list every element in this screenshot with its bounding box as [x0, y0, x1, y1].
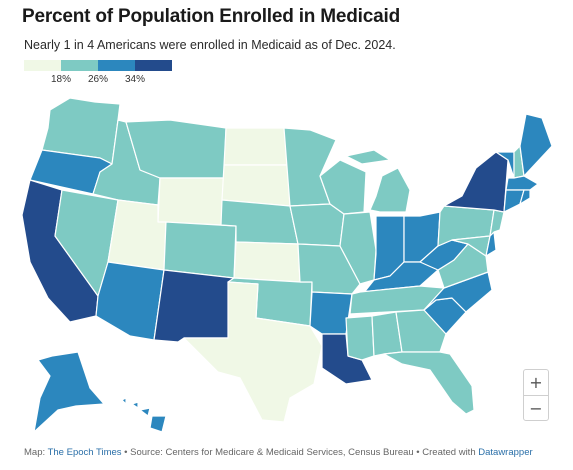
- page-title: Percent of Population Enrolled in Medica…: [22, 6, 400, 27]
- datawrapper-link[interactable]: Datawrapper: [478, 447, 533, 458]
- footer-map-prefix: Map:: [24, 447, 46, 458]
- state-sd[interactable]: [221, 164, 291, 207]
- state-ia[interactable]: [289, 203, 345, 247]
- legend-tick-18: 18%: [50, 74, 72, 85]
- state-me[interactable]: [519, 113, 553, 177]
- state-fl[interactable]: [383, 351, 475, 415]
- legend-tick-34: 34%: [124, 74, 146, 85]
- state-mi[interactable]: [345, 149, 411, 213]
- legend-swatch-2: [61, 60, 98, 71]
- state-ut[interactable]: [107, 199, 167, 271]
- legend-bar: [24, 60, 172, 71]
- state-tx[interactable]: [183, 281, 323, 423]
- state-ri[interactable]: [519, 189, 531, 205]
- state-ny[interactable]: [443, 151, 509, 213]
- zoom-out-button[interactable]: −: [524, 396, 548, 421]
- state-wy[interactable]: [157, 177, 225, 226]
- state-az[interactable]: [95, 261, 165, 341]
- legend-tick-26: 26%: [87, 74, 109, 85]
- legend-swatch-1: [24, 60, 61, 71]
- state-la[interactable]: [321, 333, 373, 385]
- state-hi[interactable]: [121, 397, 167, 433]
- zoom-in-button[interactable]: +: [524, 370, 548, 395]
- state-ak[interactable]: [33, 351, 105, 433]
- epoch-times-link[interactable]: The Epoch Times: [47, 447, 122, 458]
- map-subtitle: Nearly 1 in 4 Americans were enrolled in…: [24, 38, 396, 52]
- state-ky[interactable]: [359, 257, 439, 293]
- zoom-controls: + −: [523, 369, 549, 421]
- legend-swatch-3: [98, 60, 135, 71]
- state-ma[interactable]: [505, 175, 539, 191]
- state-co[interactable]: [163, 221, 237, 279]
- color-legend: 18% 26% 34%: [24, 60, 172, 90]
- state-nd[interactable]: [223, 127, 289, 166]
- state-ms[interactable]: [345, 315, 375, 361]
- state-ar[interactable]: [309, 291, 353, 335]
- zoom-divider: [524, 395, 548, 396]
- footer-source-text: • Source: Centers for Medicare & Medicai…: [124, 447, 476, 458]
- state-nm[interactable]: [153, 269, 235, 343]
- legend-swatch-4: [135, 60, 172, 71]
- map-footer: Map: The Epoch Times • Source: Centers f…: [24, 447, 533, 458]
- state-mt[interactable]: [125, 119, 227, 179]
- state-ks[interactable]: [233, 241, 301, 283]
